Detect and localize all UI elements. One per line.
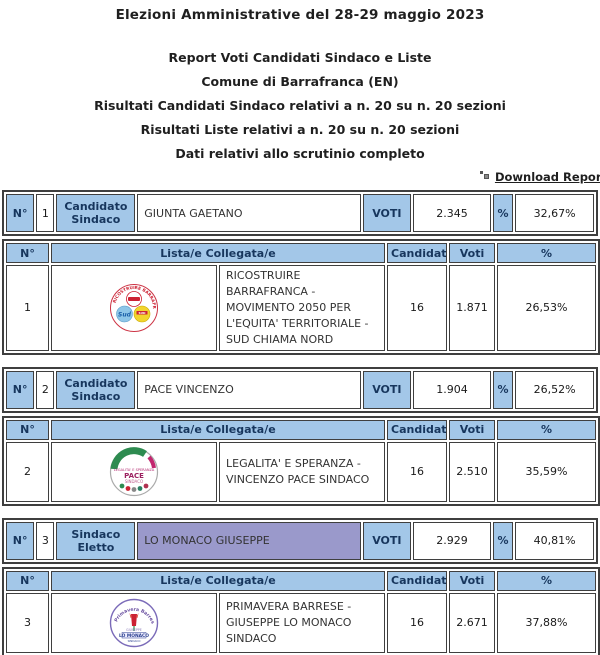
lista-voti: 2.510 — [449, 441, 495, 502]
lista-pct: 35,59% — [497, 441, 596, 502]
lista-logo-cell: RICOSTRUIRE BARRAFRANCA Sud SUD — [51, 265, 217, 351]
lista-number: 2 — [6, 441, 49, 502]
lista-header-label: Lista/e Collegata/e — [51, 570, 385, 591]
lista-voti: 1.871 — [449, 265, 495, 351]
pct-label: % — [492, 370, 514, 409]
pct-col-label: % — [497, 570, 596, 591]
svg-text:PACE: PACE — [124, 472, 144, 480]
pct-col-label: % — [497, 419, 596, 440]
num-label: N° — [6, 370, 35, 409]
num-label: N° — [6, 419, 49, 440]
candidate-number: 3 — [36, 521, 55, 560]
svg-text:SUD: SUD — [138, 311, 146, 315]
svg-text:LEGALITA' E SPERANZA: LEGALITA' E SPERANZA — [114, 468, 155, 472]
lista-table-3: N° Lista/e Collegata/e Candidati Voti % … — [2, 566, 600, 655]
pct-label: % — [492, 194, 514, 232]
num-label: N° — [6, 521, 35, 560]
lista-pct: 26,53% — [497, 265, 596, 351]
num-label: N° — [6, 243, 49, 263]
lista-logo-cell: Primavera Barrese GIUSEPPE LO MONACO SIN… — [51, 592, 217, 653]
candidati-label: Candidati — [387, 243, 447, 263]
legalita-e-speranza-pace-sindaco-logo-icon: LEGALITA' E SPERANZA PACE SINDACO — [109, 446, 159, 496]
candidate-block-3: N° 3 Sindaco Eletto LO MONACO GIUSEPPE V… — [2, 517, 600, 655]
svg-text:SINDACO: SINDACO — [125, 479, 143, 484]
lista-header-label: Lista/e Collegata/e — [51, 243, 385, 263]
lista-name: PRIMAVERA BARRESE - GIUSEPPE LO MONACO S… — [219, 592, 385, 653]
candidati-label: Candidati — [387, 419, 447, 440]
lista-candidati: 16 — [387, 441, 447, 502]
voti-label: VOTI — [362, 521, 412, 560]
svg-text:GIUSEPPE: GIUSEPPE — [126, 628, 142, 632]
subtitle-scrutinio: Dati relativi allo scrutinio completo — [175, 146, 425, 161]
report-subtitles: Report Voti Candidati Sindaco e Liste Co… — [0, 46, 600, 166]
voti-label: VOTI — [362, 194, 412, 232]
candidate-role-label: Candidato Sindaco — [56, 194, 136, 232]
primavera-barrese-lo-monaco-logo-icon: Primavera Barrese GIUSEPPE LO MONACO SIN… — [109, 598, 159, 647]
subtitle-report: Report Voti Candidati Sindaco e Liste — [168, 50, 432, 65]
lista-table-1: N° Lista/e Collegata/e Candidati Voti % … — [2, 239, 600, 355]
candidati-label: Candidati — [387, 570, 447, 591]
voti-col-label: Voti — [449, 570, 495, 591]
num-label: N° — [6, 194, 35, 232]
lista-pct: 37,88% — [497, 592, 596, 653]
candidate-role-label: Candidato Sindaco — [56, 370, 136, 409]
candidate-table-2: N° 2 Candidato Sindaco PACE VINCENZO VOT… — [2, 366, 598, 413]
candidate-votes: 2.345 — [413, 194, 491, 232]
subtitle-comune: Comune di Barrafranca (EN) — [201, 74, 399, 89]
download-row: Download Report — [0, 170, 600, 190]
download-report-link[interactable]: Download Report — [479, 170, 600, 184]
subtitle-risultati-liste: Risultati Liste relativi a n. 20 su n. 2… — [140, 122, 460, 137]
download-squares-icon — [479, 171, 491, 181]
lista-candidati: 16 — [387, 265, 447, 351]
svg-text:LO MONACO: LO MONACO — [119, 632, 149, 638]
candidate-pct: 26,52% — [515, 370, 594, 409]
lista-number: 1 — [6, 265, 49, 351]
ricostruire-barrafranca-sud-chiama-nord-logo-icon: RICOSTRUIRE BARRAFRANCA Sud SUD — [109, 283, 158, 332]
candidate-block-1: N° 1 Candidato Sindaco GIUNTA GAETANO VO… — [2, 190, 600, 355]
voti-col-label: Voti — [449, 419, 495, 440]
download-report-label: Download Report — [494, 170, 600, 184]
candidate-pct: 32,67% — [515, 194, 594, 232]
candidate-name: GIUNTA GAETANO — [137, 194, 361, 232]
candidate-number: 1 — [36, 194, 55, 232]
lista-name: RICOSTRUIRE BARRAFRANCA - MOVIMENTO 2050… — [219, 265, 385, 351]
candidate-number: 2 — [36, 370, 55, 409]
num-label: N° — [6, 570, 49, 591]
lista-name: LEGALITA' E SPERANZA - VINCENZO PACE SIN… — [219, 441, 385, 502]
candidate-votes: 1.904 — [413, 370, 491, 409]
voti-col-label: Voti — [449, 243, 495, 263]
lista-table-2: N° Lista/e Collegata/e Candidati Voti % … — [2, 415, 600, 506]
voti-label: VOTI — [362, 370, 412, 409]
pct-label: % — [492, 521, 514, 560]
candidate-table-3: N° 3 Sindaco Eletto LO MONACO GIUSEPPE V… — [2, 517, 598, 564]
page-title: Elezioni Amministrative del 28-29 maggio… — [115, 7, 485, 23]
subtitle-risultati-sindaco: Risultati Candidati Sindaco relativi a n… — [94, 98, 506, 113]
candidate-name: LO MONACO GIUSEPPE — [137, 521, 361, 560]
candidate-block-2: N° 2 Candidato Sindaco PACE VINCENZO VOT… — [2, 366, 600, 506]
lista-voti: 2.671 — [449, 592, 495, 653]
candidate-table-1: N° 1 Candidato Sindaco GIUNTA GAETANO VO… — [2, 190, 598, 236]
candidate-name: PACE VINCENZO — [137, 370, 361, 409]
lista-logo-cell: LEGALITA' E SPERANZA PACE SINDACO — [51, 441, 217, 502]
lista-candidati: 16 — [387, 592, 447, 653]
lista-header-label: Lista/e Collegata/e — [51, 419, 385, 440]
candidate-votes: 2.929 — [413, 521, 491, 560]
candidate-pct: 40,81% — [515, 521, 594, 560]
svg-text:Sud: Sud — [118, 311, 132, 318]
pct-col-label: % — [497, 243, 596, 263]
candidate-role-label: Sindaco Eletto — [56, 521, 136, 560]
svg-text:SINDACO: SINDACO — [128, 639, 142, 643]
lista-number: 3 — [6, 592, 49, 653]
